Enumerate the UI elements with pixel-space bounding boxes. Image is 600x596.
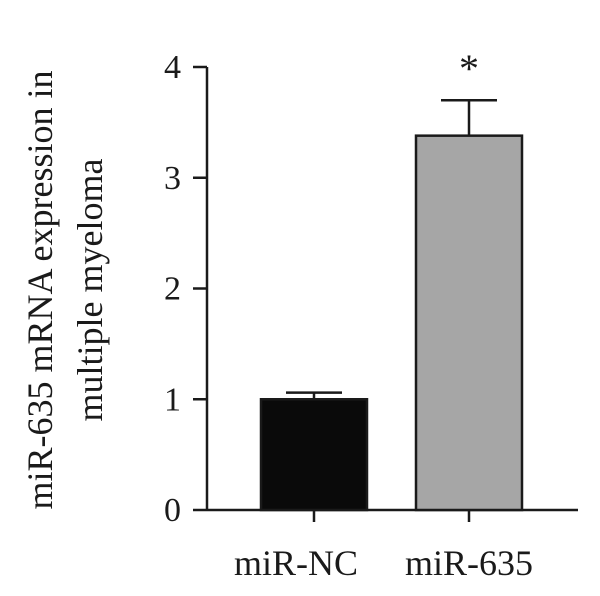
category-label-miR-NC: miR-NC: [234, 543, 358, 583]
y-axis: 0 1 2 3 4: [164, 49, 209, 529]
bar-miR-635: [414, 134, 524, 512]
y-tick-label-2: 2: [164, 271, 181, 308]
y-tick-label-3: 3: [164, 160, 181, 197]
category-label-miR-635: miR-635: [405, 543, 533, 583]
y-axis-title-line-2: multiple myeloma: [70, 159, 110, 422]
y-axis-title-line-1: miR-635 mRNA expression in: [20, 71, 60, 510]
category-labels: miR-NC miR-635: [234, 543, 533, 583]
y-tick-label-0: 0: [164, 492, 181, 529]
significance-miR-635: *: [459, 46, 479, 91]
bar-miR-NC: [259, 398, 369, 512]
y-tick-label-1: 1: [164, 381, 181, 418]
error-bars: [286, 98, 497, 400]
x-axis: [207, 508, 578, 522]
y-tick-label-4: 4: [164, 49, 181, 86]
y-axis-title: miR-635 mRNA expression in multiple myel…: [20, 71, 110, 510]
bars: [259, 134, 524, 512]
significance-markers: *: [459, 46, 479, 91]
